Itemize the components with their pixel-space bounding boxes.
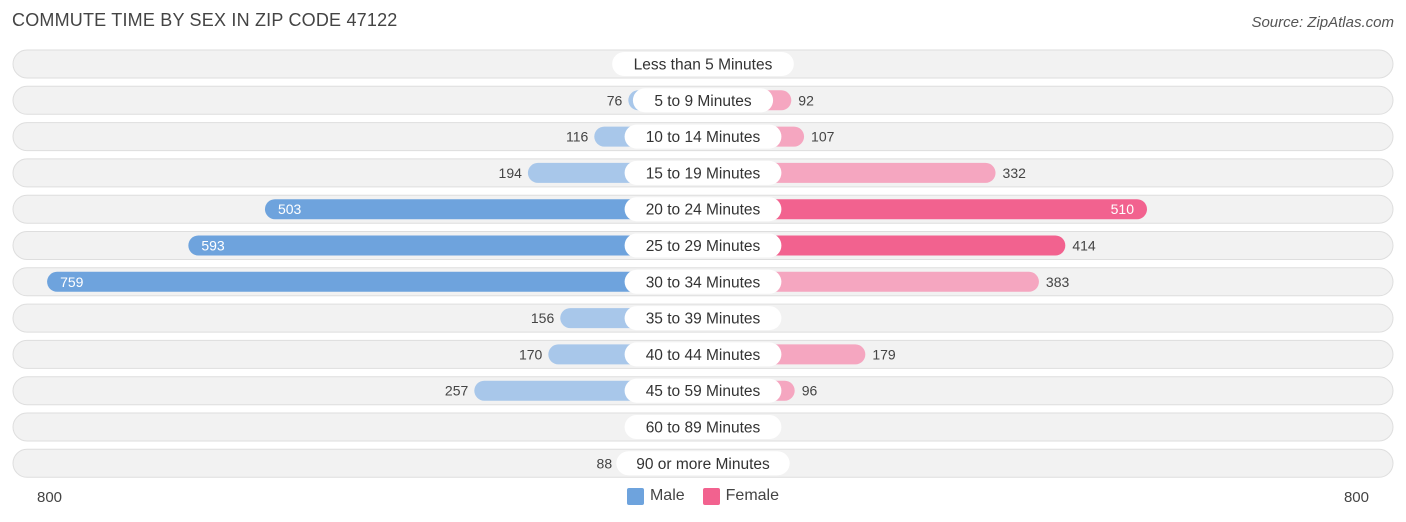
category-pill <box>624 378 782 403</box>
value-label-male: 759 <box>60 274 84 290</box>
value-label-male: 194 <box>499 165 523 181</box>
axis-left-label: 800 <box>37 489 63 506</box>
value-label-male: 257 <box>445 383 469 399</box>
category-label: 15 to 19 Minutes <box>646 165 761 182</box>
category-label: 35 to 39 Minutes <box>646 311 761 328</box>
legend: Male Female <box>0 487 1406 505</box>
value-label-male: 170 <box>519 346 543 362</box>
bar-female <box>703 271 1039 292</box>
category-label: 40 to 44 Minutes <box>646 347 761 364</box>
category-pill <box>624 342 782 367</box>
category-pill <box>624 160 782 185</box>
category-pill <box>624 415 782 439</box>
bar-male <box>47 271 703 292</box>
category-pill <box>632 88 774 113</box>
value-label-female: 92 <box>798 92 814 108</box>
category-pill <box>624 306 782 331</box>
category-pill <box>616 451 790 476</box>
category-label: 60 to 89 Minutes <box>646 420 761 437</box>
category-label: 20 to 24 Minutes <box>646 202 761 219</box>
value-label-female: 107 <box>811 129 835 145</box>
category-pill <box>624 269 782 294</box>
category-pill <box>624 233 782 258</box>
value-label-male: 88 <box>597 455 613 471</box>
value-label-male: 503 <box>278 201 302 217</box>
category-label: 90 or more Minutes <box>636 456 770 473</box>
legend-item-male: Male <box>626 487 685 505</box>
legend-item-female: Female <box>702 487 780 505</box>
bar-female <box>703 199 1148 220</box>
category-label: 10 to 14 Minutes <box>646 129 761 146</box>
category-label: Less than 5 Minutes <box>634 57 773 74</box>
value-label-male: 76 <box>607 92 623 108</box>
category-label: 25 to 29 Minutes <box>646 238 761 255</box>
chart-title: COMMUTE TIME BY SEX IN ZIP CODE 47122 <box>12 10 398 30</box>
bar-female <box>703 235 1066 256</box>
category-label: 30 to 34 Minutes <box>646 274 761 291</box>
value-label-male: 593 <box>201 238 225 254</box>
legend-label-female: Female <box>725 487 780 504</box>
category-label: 5 to 9 Minutes <box>654 93 752 110</box>
bar-male <box>188 235 703 256</box>
value-label-female: 179 <box>872 346 896 362</box>
value-label-female: 96 <box>802 383 818 399</box>
value-label-female: 510 <box>1111 201 1135 217</box>
category-pill <box>612 52 794 76</box>
value-label-male: 116 <box>566 129 589 145</box>
source-credit: Source: ZipAtlas.com <box>1251 14 1394 31</box>
value-label-female: 383 <box>1046 274 1070 290</box>
bar-male <box>264 199 703 220</box>
value-label-male: 156 <box>531 310 555 326</box>
value-label-female: 414 <box>1072 238 1096 254</box>
category-label: 45 to 59 Minutes <box>646 383 761 400</box>
axis-right-label: 800 <box>1343 489 1369 506</box>
legend-label-male: Male <box>649 487 685 504</box>
category-pill <box>624 124 782 149</box>
legend-swatch-male <box>626 487 644 505</box>
value-label-female: 332 <box>1003 165 1027 181</box>
legend-swatch-female <box>702 487 720 505</box>
category-pill <box>624 197 782 222</box>
